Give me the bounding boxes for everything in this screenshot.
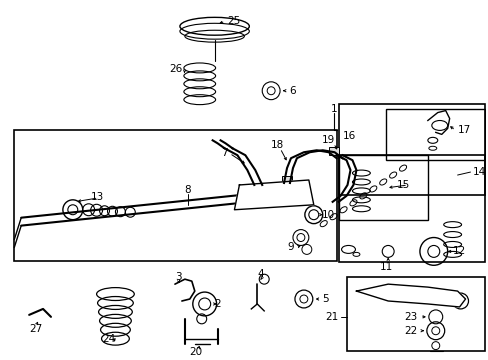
Bar	[338, 155, 427, 220]
Text: 17: 17	[457, 125, 470, 135]
Bar	[386, 109, 485, 160]
Text: 8: 8	[184, 185, 191, 195]
Text: 6: 6	[288, 86, 295, 96]
Text: 2: 2	[214, 299, 221, 309]
Text: 3: 3	[175, 272, 181, 282]
Text: 23: 23	[404, 312, 417, 322]
Polygon shape	[234, 180, 313, 210]
Text: 9: 9	[287, 242, 293, 252]
Text: 4: 4	[257, 269, 264, 279]
Text: 13: 13	[90, 192, 103, 202]
Text: 15: 15	[396, 180, 409, 190]
Text: 14: 14	[471, 167, 485, 177]
Bar	[346, 277, 485, 351]
Text: 26: 26	[169, 64, 183, 74]
Text: 22: 22	[404, 326, 417, 336]
Text: 16: 16	[342, 131, 355, 141]
Text: 25: 25	[227, 16, 240, 26]
Polygon shape	[356, 284, 465, 307]
Bar	[282, 176, 291, 184]
Text: 20: 20	[189, 347, 202, 356]
Text: 10: 10	[321, 210, 334, 220]
Bar	[328, 147, 338, 155]
Text: 7: 7	[221, 148, 227, 158]
Bar	[338, 155, 485, 262]
Bar	[14, 130, 336, 261]
Text: 24: 24	[102, 334, 115, 344]
Text: 11: 11	[379, 262, 392, 272]
Text: 12: 12	[452, 246, 465, 256]
Text: 5: 5	[321, 294, 327, 304]
Text: 18: 18	[270, 140, 283, 150]
Text: 1: 1	[329, 104, 336, 114]
Text: 21: 21	[325, 312, 338, 322]
Text: 19: 19	[322, 135, 335, 145]
Text: 27: 27	[29, 324, 42, 334]
Bar	[338, 104, 485, 195]
